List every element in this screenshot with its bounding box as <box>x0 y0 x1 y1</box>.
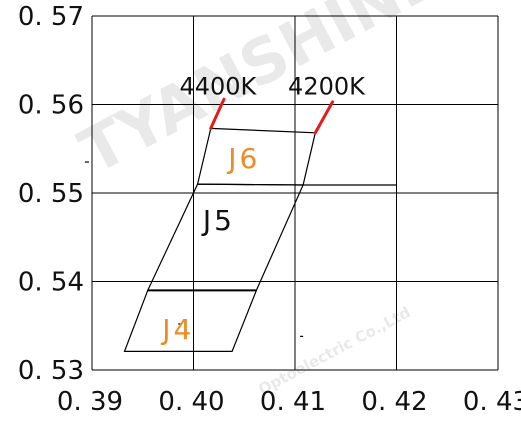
y-tick-label: 0. 53 <box>18 356 84 386</box>
x-tick-label: 0. 42 <box>361 387 427 417</box>
bin-label-j5: J5 <box>201 204 235 237</box>
grid <box>91 15 499 371</box>
x-tick-label: 0. 40 <box>158 387 224 417</box>
cct-isotherm-lines <box>209 97 335 135</box>
watermark-text-small: Optoelectric Co.,Ltd <box>255 303 413 398</box>
y-tick-label: 0. 55 <box>18 179 84 209</box>
isotherm-line-4400k <box>209 97 226 130</box>
watermark: TYANSHINE Optoelectric Co.,Ltd <box>68 0 451 399</box>
y-tick-label: 0. 56 <box>18 91 84 121</box>
extra-segments <box>84 161 397 337</box>
bin-label-j6: J6 <box>226 142 260 175</box>
bin-regions <box>123 127 317 352</box>
bin-region-j5 <box>146 183 305 291</box>
axis-tick-labels: 0. 53 0. 54 0. 55 0. 56 0. 57 0. 39 0. 40 0. 41… <box>18 2 521 417</box>
y-tick-label: 0. 57 <box>18 2 84 32</box>
isotherm-label-4200k: 4200K <box>288 73 366 101</box>
x-tick-label: 0. 43 <box>463 387 521 417</box>
y-tick-label: 0. 54 <box>18 268 84 298</box>
isotherm-label-4400k: 4400K <box>179 73 257 101</box>
chart-labels: 4400K 4200K J4 J5 J6 <box>160 73 366 346</box>
x-tick-label: 0. 39 <box>57 387 123 417</box>
isotherm-line-4200k <box>313 100 335 135</box>
bin-label-j4: J4 <box>160 313 194 346</box>
x-tick-label: 0. 41 <box>260 387 326 417</box>
